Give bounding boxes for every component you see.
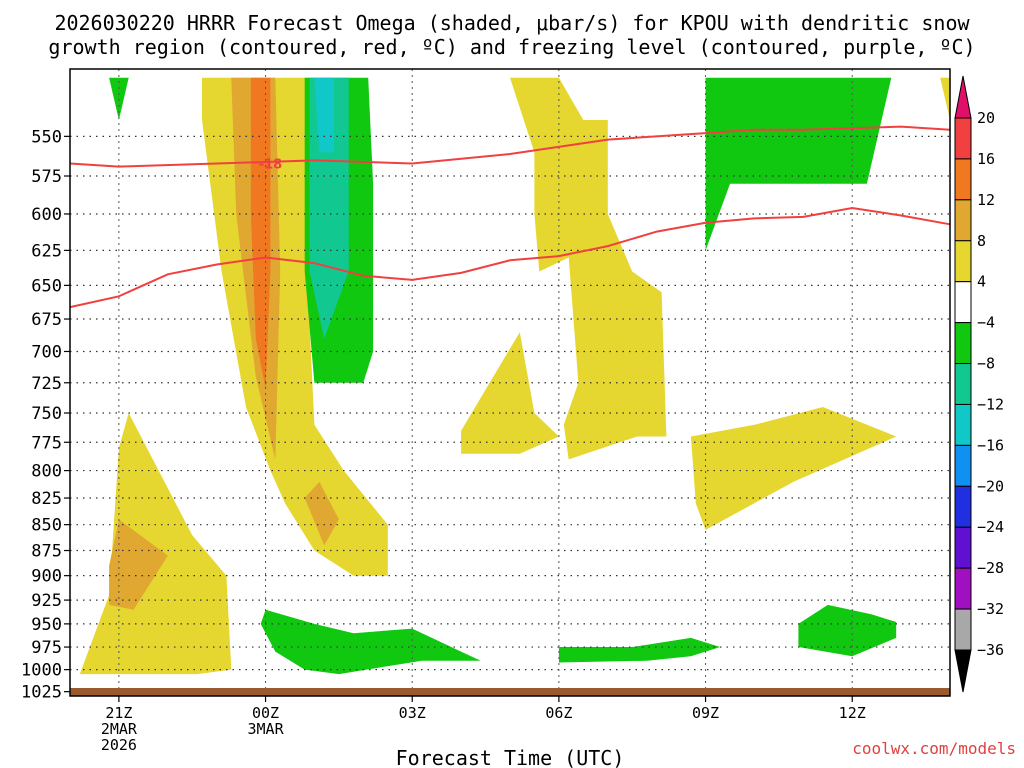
colorbar-band-4 [954,281,972,324]
colorbar-label-0: 20 [977,109,995,127]
x-tick-label-03Z: 03Z [399,704,426,722]
colorbar-band-5 [954,322,972,365]
watermark: coolwx.com/models [852,739,1016,758]
colorbar-label-13: −36 [977,641,1004,659]
chart-title-line2: growth region (contoured, red, ºC) and f… [48,35,975,59]
colorbar-band-2 [954,199,972,242]
x-tick-label-06Z: 06Z [545,704,572,722]
omega-region-0 [79,413,232,675]
colorbar-label-9: −20 [977,477,1004,495]
y-tick-label-725: 725 [31,374,62,394]
omega-region-8 [314,77,334,153]
colorbar-band-1 [954,158,972,201]
omega-region-15 [260,609,481,675]
colorbar-label-2: 12 [977,191,995,209]
y-tick-label-775: 775 [31,433,62,453]
gridlines [70,69,950,696]
x-tick-label-2MAR: 2MAR [101,720,138,738]
y-tick-label-625: 625 [31,241,62,261]
y-tick-label-1025: 1025 [21,683,62,703]
y-tick-label-925: 925 [31,591,62,611]
y-tick-label-575: 575 [31,167,62,187]
isotherm-line-lower [69,206,951,309]
colorbar-label-5: −4 [977,314,995,332]
omega-region-9 [510,77,667,460]
colorbar-label-7: −12 [977,395,1004,413]
colorbar-band-0 [954,117,972,160]
dendritic-isotherms [69,125,951,309]
colorbar-bottom-arrow [954,649,972,693]
colorbar-band-12 [954,608,972,651]
y-tick-label-750: 750 [31,404,62,424]
y-tick-label-550: 550 [31,127,62,147]
colorbar-label-10: −24 [977,518,1004,536]
x-tick-label-21Z: 21Z [105,704,132,722]
y-tick-label-650: 650 [31,276,62,296]
x-axis-label: Forecast Time (UTC) [396,746,625,768]
colorbar-label-4: 4 [977,273,986,291]
colorbar-band-11 [954,567,972,610]
omega-region-13 [109,77,129,120]
y-tick-label-900: 900 [31,567,62,587]
colorbar-band-8 [954,444,972,487]
x-tick-label-12Z: 12Z [839,704,866,722]
colorbar-label-8: −16 [977,436,1004,454]
x-tick-label-2026: 2026 [101,736,137,754]
ground-bar [70,688,950,696]
isotherm-label: -18 [259,158,283,173]
colorbar-band-7 [954,403,972,446]
colorbar: 20 16 12 8 4 −4 −8 −12 −16 −20 −24 −28 −32 −36 [954,75,1004,693]
colorbar-band-10 [954,526,972,569]
omega-region-16 [558,637,721,663]
y-tick-label-850: 850 [31,516,62,536]
x-tick-label-09Z: 09Z [692,704,719,722]
omega-region-11 [690,407,897,530]
colorbar-label-12: −32 [977,600,1004,618]
omega-region-10 [461,332,559,454]
y-tick-label-800: 800 [31,462,62,482]
omega-region-5 [304,481,339,546]
omega-region-17 [798,604,897,657]
y-tick-label-675: 675 [31,310,62,330]
colorbar-label-1: 16 [977,150,995,168]
colorbar-label-6: −8 [977,355,995,373]
colorbar-band-9 [954,485,972,528]
colorbar-band-3 [954,240,972,283]
colorbar-band-6 [954,363,972,405]
y-tick-label-875: 875 [31,542,62,562]
omega-shading [79,77,950,675]
isotherm-line-upper [69,125,951,168]
y-axis-ticks: 550 575 600 625 650 675 700 725 750 775 800 825 850 8… [21,127,70,703]
x-tick-label-00Z: 00Z [252,704,279,722]
colorbar-label-3: 8 [977,232,986,250]
y-tick-label-600: 600 [31,205,62,225]
y-tick-label-825: 825 [31,489,62,509]
omega-region-1 [109,519,168,610]
y-tick-label-1000: 1000 [21,661,62,681]
y-tick-label-975: 975 [31,638,62,658]
omega-region-4 [250,77,271,389]
omega-region-12 [705,77,892,251]
y-tick-label-700: 700 [31,342,62,362]
colorbar-label-11: −28 [977,559,1004,577]
colorbar-top-arrow [954,75,972,119]
chart-title-line1: 2026030220 HRRR Forecast Omega (shaded, … [54,11,970,35]
x-tick-label-3MAR: 3MAR [247,720,284,738]
y-tick-label-950: 950 [31,615,62,635]
omega-region-14 [940,77,950,120]
